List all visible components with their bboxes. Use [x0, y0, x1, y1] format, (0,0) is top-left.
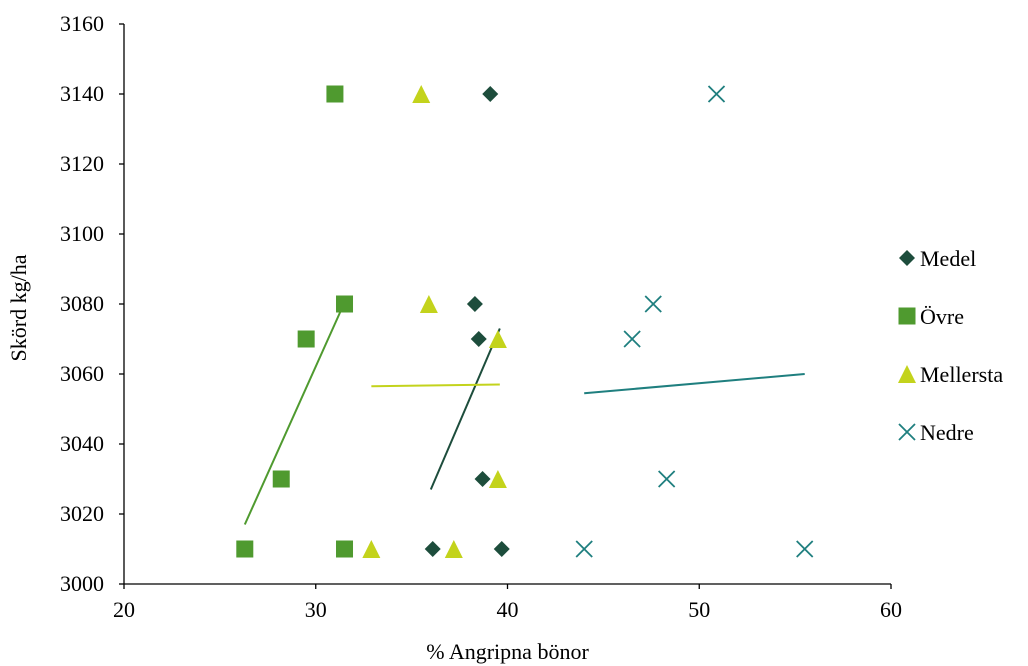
point-mellersta — [444, 540, 463, 558]
point-medel — [482, 86, 499, 102]
point-mellersta — [488, 330, 507, 348]
trendline-övre — [243, 310, 342, 525]
point-mellersta — [362, 540, 381, 558]
point-medel — [470, 331, 487, 347]
y-tick-label: 3120 — [60, 151, 104, 176]
y-tick-label: 3060 — [60, 361, 104, 386]
legend-label: Medel — [920, 246, 976, 271]
legend-label: Nedre — [920, 420, 974, 445]
legend-marker-mellersta — [898, 365, 916, 383]
x-tick-label: 20 — [113, 597, 135, 622]
point-medel — [424, 541, 441, 557]
legend-label: Övre — [920, 304, 964, 329]
point-övre — [272, 470, 290, 488]
point-mellersta — [488, 470, 507, 488]
legend-marker-nedre — [898, 423, 916, 441]
y-tick-label: 3040 — [60, 431, 104, 456]
x-axis-label: % Angripna bönor — [426, 639, 589, 664]
y-tick-label: 3080 — [60, 291, 104, 316]
x-tick-label: 30 — [305, 597, 327, 622]
y-tick-label: 3160 — [60, 11, 104, 36]
y-tick-label: 3000 — [60, 571, 104, 596]
point-nedre — [623, 330, 641, 348]
trendlines — [243, 310, 805, 525]
x-tick-label: 50 — [688, 597, 710, 622]
y-tick-label: 3020 — [60, 501, 104, 526]
trendline-mellersta — [371, 383, 500, 388]
point-övre — [326, 85, 344, 103]
x-tick-label: 40 — [497, 597, 519, 622]
trendline-nedre — [584, 373, 805, 395]
legend-item: Övre — [898, 304, 964, 329]
legend-marker-övre — [898, 307, 916, 325]
legend: Medel Övre Mellersta Nedre — [898, 246, 1003, 445]
point-mellersta — [419, 295, 438, 313]
x-tick-label: 60 — [880, 597, 902, 622]
point-övre — [297, 330, 315, 348]
y-tick-label: 3140 — [60, 81, 104, 106]
legend-marker-medel — [899, 250, 915, 266]
legend-label: Mellersta — [920, 362, 1003, 387]
trendline-medel — [429, 328, 501, 490]
legend-item: Medel — [899, 246, 976, 271]
data-points — [236, 85, 814, 558]
point-medel — [493, 541, 510, 557]
point-medel — [466, 296, 483, 312]
point-övre — [336, 540, 354, 558]
y-axis-label: Skörd kg/ha — [6, 254, 31, 361]
y-tick-label: 3100 — [60, 221, 104, 246]
point-nedre — [658, 470, 676, 488]
legend-item: Mellersta — [898, 362, 1003, 387]
point-övre — [236, 540, 254, 558]
point-nedre — [644, 295, 662, 313]
legend-item: Nedre — [898, 420, 974, 445]
point-övre — [336, 295, 354, 313]
point-nedre — [707, 85, 726, 103]
point-mellersta — [412, 85, 431, 103]
point-medel — [474, 471, 491, 487]
point-nedre — [796, 540, 814, 558]
point-nedre — [575, 540, 593, 558]
